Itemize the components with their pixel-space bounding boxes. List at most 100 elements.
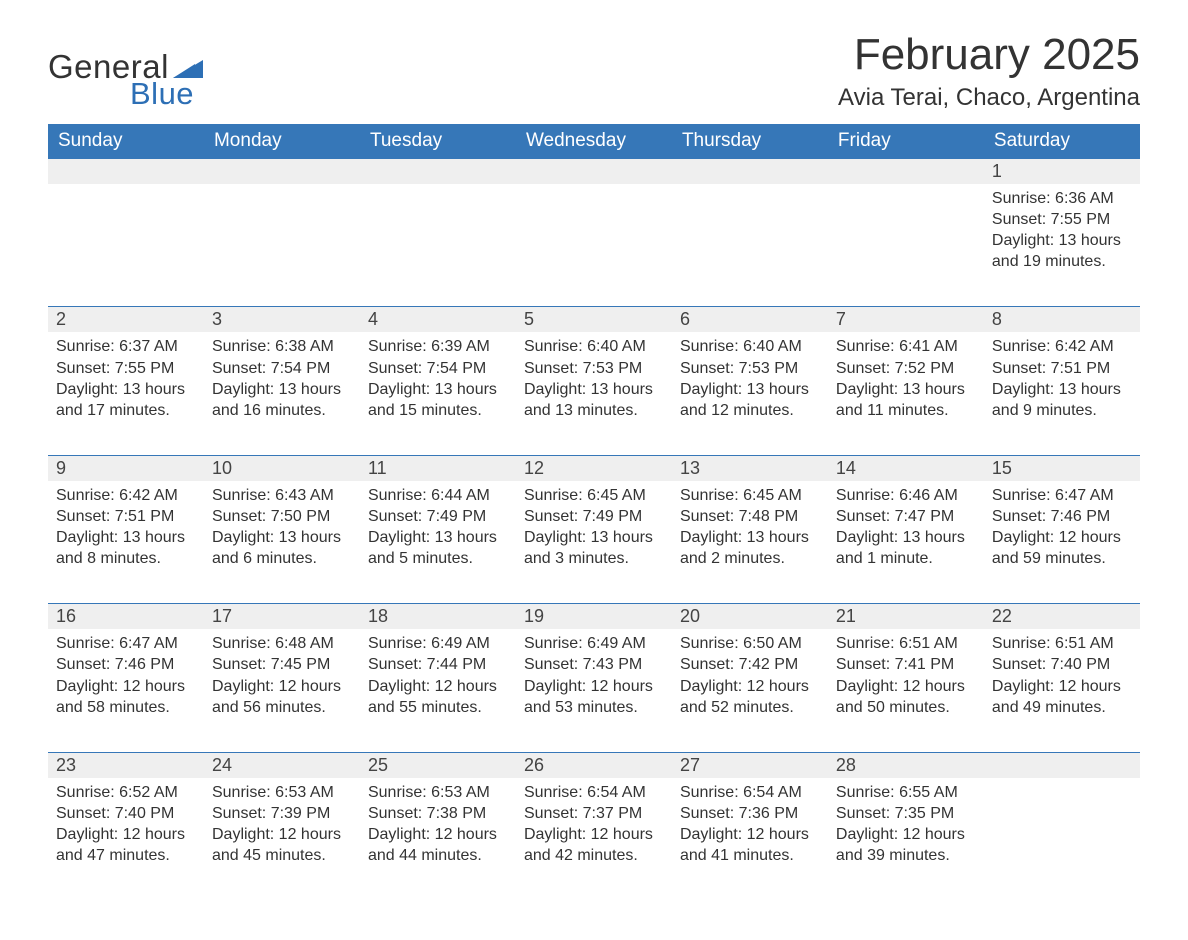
daylight-text: Daylight: 12 hours and 58 minutes.: [56, 676, 194, 718]
day-number-cell: 19: [516, 604, 672, 630]
day-content-cell: Sunrise: 6:45 AMSunset: 7:48 PMDaylight:…: [672, 481, 828, 604]
day-content-cell: Sunrise: 6:47 AMSunset: 7:46 PMDaylight:…: [984, 481, 1140, 604]
day-content-row: Sunrise: 6:36 AMSunset: 7:55 PMDaylight:…: [48, 184, 1140, 307]
sunrise-text: Sunrise: 6:43 AM: [212, 485, 350, 506]
day-content-cell: [984, 778, 1140, 900]
day-content-cell: Sunrise: 6:54 AMSunset: 7:37 PMDaylight:…: [516, 778, 672, 900]
daylight-text: Daylight: 12 hours and 47 minutes.: [56, 824, 194, 866]
day-number-cell: 23: [48, 752, 204, 778]
day-number-row: 2345678: [48, 307, 1140, 333]
day-content-cell: [672, 184, 828, 307]
weekday-tuesday: Tuesday: [360, 124, 516, 159]
logo: General Blue: [48, 48, 203, 112]
daylight-text: Daylight: 13 hours and 5 minutes.: [368, 527, 506, 569]
sunset-text: Sunset: 7:39 PM: [212, 803, 350, 824]
day-content-cell: Sunrise: 6:50 AMSunset: 7:42 PMDaylight:…: [672, 629, 828, 752]
sunrise-text: Sunrise: 6:51 AM: [836, 633, 974, 654]
daylight-text: Daylight: 12 hours and 56 minutes.: [212, 676, 350, 718]
sunset-text: Sunset: 7:40 PM: [56, 803, 194, 824]
sunrise-text: Sunrise: 6:36 AM: [992, 188, 1130, 209]
day-content-cell: Sunrise: 6:38 AMSunset: 7:54 PMDaylight:…: [204, 332, 360, 455]
sunrise-text: Sunrise: 6:47 AM: [992, 485, 1130, 506]
day-number-cell: 18: [360, 604, 516, 630]
daylight-text: Daylight: 12 hours and 45 minutes.: [212, 824, 350, 866]
sunrise-text: Sunrise: 6:40 AM: [680, 336, 818, 357]
daylight-text: Daylight: 13 hours and 8 minutes.: [56, 527, 194, 569]
day-number-cell: 13: [672, 455, 828, 481]
sunset-text: Sunset: 7:51 PM: [992, 358, 1130, 379]
day-content-cell: [48, 184, 204, 307]
day-content-cell: Sunrise: 6:40 AMSunset: 7:53 PMDaylight:…: [672, 332, 828, 455]
day-content-cell: Sunrise: 6:53 AMSunset: 7:39 PMDaylight:…: [204, 778, 360, 900]
day-number-cell: [516, 159, 672, 184]
day-number-cell: 24: [204, 752, 360, 778]
day-number-cell: [48, 159, 204, 184]
day-content-cell: [516, 184, 672, 307]
day-content-row: Sunrise: 6:42 AMSunset: 7:51 PMDaylight:…: [48, 481, 1140, 604]
month-title: February 2025: [838, 30, 1140, 80]
weekday-sunday: Sunday: [48, 124, 204, 159]
sunset-text: Sunset: 7:55 PM: [56, 358, 194, 379]
sunset-text: Sunset: 7:54 PM: [212, 358, 350, 379]
daylight-text: Daylight: 13 hours and 12 minutes.: [680, 379, 818, 421]
day-content-cell: [360, 184, 516, 307]
day-number-cell: 11: [360, 455, 516, 481]
sunset-text: Sunset: 7:44 PM: [368, 654, 506, 675]
day-content-cell: Sunrise: 6:42 AMSunset: 7:51 PMDaylight:…: [48, 481, 204, 604]
sunrise-text: Sunrise: 6:46 AM: [836, 485, 974, 506]
daylight-text: Daylight: 12 hours and 42 minutes.: [524, 824, 662, 866]
daylight-text: Daylight: 13 hours and 1 minute.: [836, 527, 974, 569]
sunrise-text: Sunrise: 6:55 AM: [836, 782, 974, 803]
sunset-text: Sunset: 7:54 PM: [368, 358, 506, 379]
daylight-text: Daylight: 13 hours and 15 minutes.: [368, 379, 506, 421]
sunrise-text: Sunrise: 6:37 AM: [56, 336, 194, 357]
sunrise-text: Sunrise: 6:45 AM: [680, 485, 818, 506]
sunset-text: Sunset: 7:47 PM: [836, 506, 974, 527]
sunset-text: Sunset: 7:46 PM: [992, 506, 1130, 527]
day-content-cell: Sunrise: 6:46 AMSunset: 7:47 PMDaylight:…: [828, 481, 984, 604]
day-number-cell: [672, 159, 828, 184]
day-number-cell: 12: [516, 455, 672, 481]
day-content-row: Sunrise: 6:37 AMSunset: 7:55 PM Daylight:…: [48, 332, 1140, 455]
day-number-cell: 5: [516, 307, 672, 333]
daylight-text: Daylight: 13 hours and 13 minutes.: [524, 379, 662, 421]
sunrise-text: Sunrise: 6:44 AM: [368, 485, 506, 506]
sunrise-text: Sunrise: 6:54 AM: [680, 782, 818, 803]
day-number-cell: 25: [360, 752, 516, 778]
day-number-row: 16171819202122: [48, 604, 1140, 630]
sunset-text: Sunset: 7:38 PM: [368, 803, 506, 824]
day-content-cell: Sunrise: 6:36 AMSunset: 7:55 PMDaylight:…: [984, 184, 1140, 307]
sunrise-text: Sunrise: 6:40 AM: [524, 336, 662, 357]
day-content-cell: [828, 184, 984, 307]
sunset-text: Sunset: 7:49 PM: [368, 506, 506, 527]
weekday-monday: Monday: [204, 124, 360, 159]
day-content-cell: [204, 184, 360, 307]
sunset-text: Sunset: 7:36 PM: [680, 803, 818, 824]
location-subtitle: Avia Terai, Chaco, Argentina: [838, 84, 1140, 112]
day-content-row: Sunrise: 6:52 AMSunset: 7:40 PMDaylight:…: [48, 778, 1140, 900]
day-content-cell: Sunrise: 6:42 AMSunset: 7:51 PMDaylight:…: [984, 332, 1140, 455]
sunrise-text: Sunrise: 6:53 AM: [212, 782, 350, 803]
day-content-cell: Sunrise: 6:45 AMSunset: 7:49 PMDaylight:…: [516, 481, 672, 604]
day-content-cell: Sunrise: 6:49 AMSunset: 7:43 PMDaylight:…: [516, 629, 672, 752]
sunset-text: Sunset: 7:55 PM: [992, 209, 1130, 230]
sunrise-text: Sunrise: 6:48 AM: [212, 633, 350, 654]
day-content-cell: Sunrise: 6:40 AMSunset: 7:53 PMDaylight:…: [516, 332, 672, 455]
calendar-body: 1 Sunrise: 6:36 AMSunset: 7:55 PMDayligh…: [48, 159, 1140, 900]
day-content-cell: Sunrise: 6:49 AMSunset: 7:44 PMDaylight:…: [360, 629, 516, 752]
logo-word-blue: Blue: [130, 76, 203, 112]
sunset-text: Sunset: 7:52 PM: [836, 358, 974, 379]
day-number-cell: 22: [984, 604, 1140, 630]
sunrise-text: Sunrise: 6:51 AM: [992, 633, 1130, 654]
day-number-cell: 6: [672, 307, 828, 333]
daylight-text: Daylight: 13 hours and 2 minutes.: [680, 527, 818, 569]
day-number-cell: [828, 159, 984, 184]
sunset-text: Sunset: 7:53 PM: [524, 358, 662, 379]
daylight-text: Daylight: 12 hours and 44 minutes.: [368, 824, 506, 866]
sunset-text: Sunset: 7:53 PM: [680, 358, 818, 379]
day-number-cell: [204, 159, 360, 184]
sunset-text: Sunset: 7:51 PM: [56, 506, 194, 527]
day-number-cell: 9: [48, 455, 204, 481]
sunrise-text: Sunrise: 6:52 AM: [56, 782, 194, 803]
day-content-cell: Sunrise: 6:51 AMSunset: 7:40 PMDaylight:…: [984, 629, 1140, 752]
